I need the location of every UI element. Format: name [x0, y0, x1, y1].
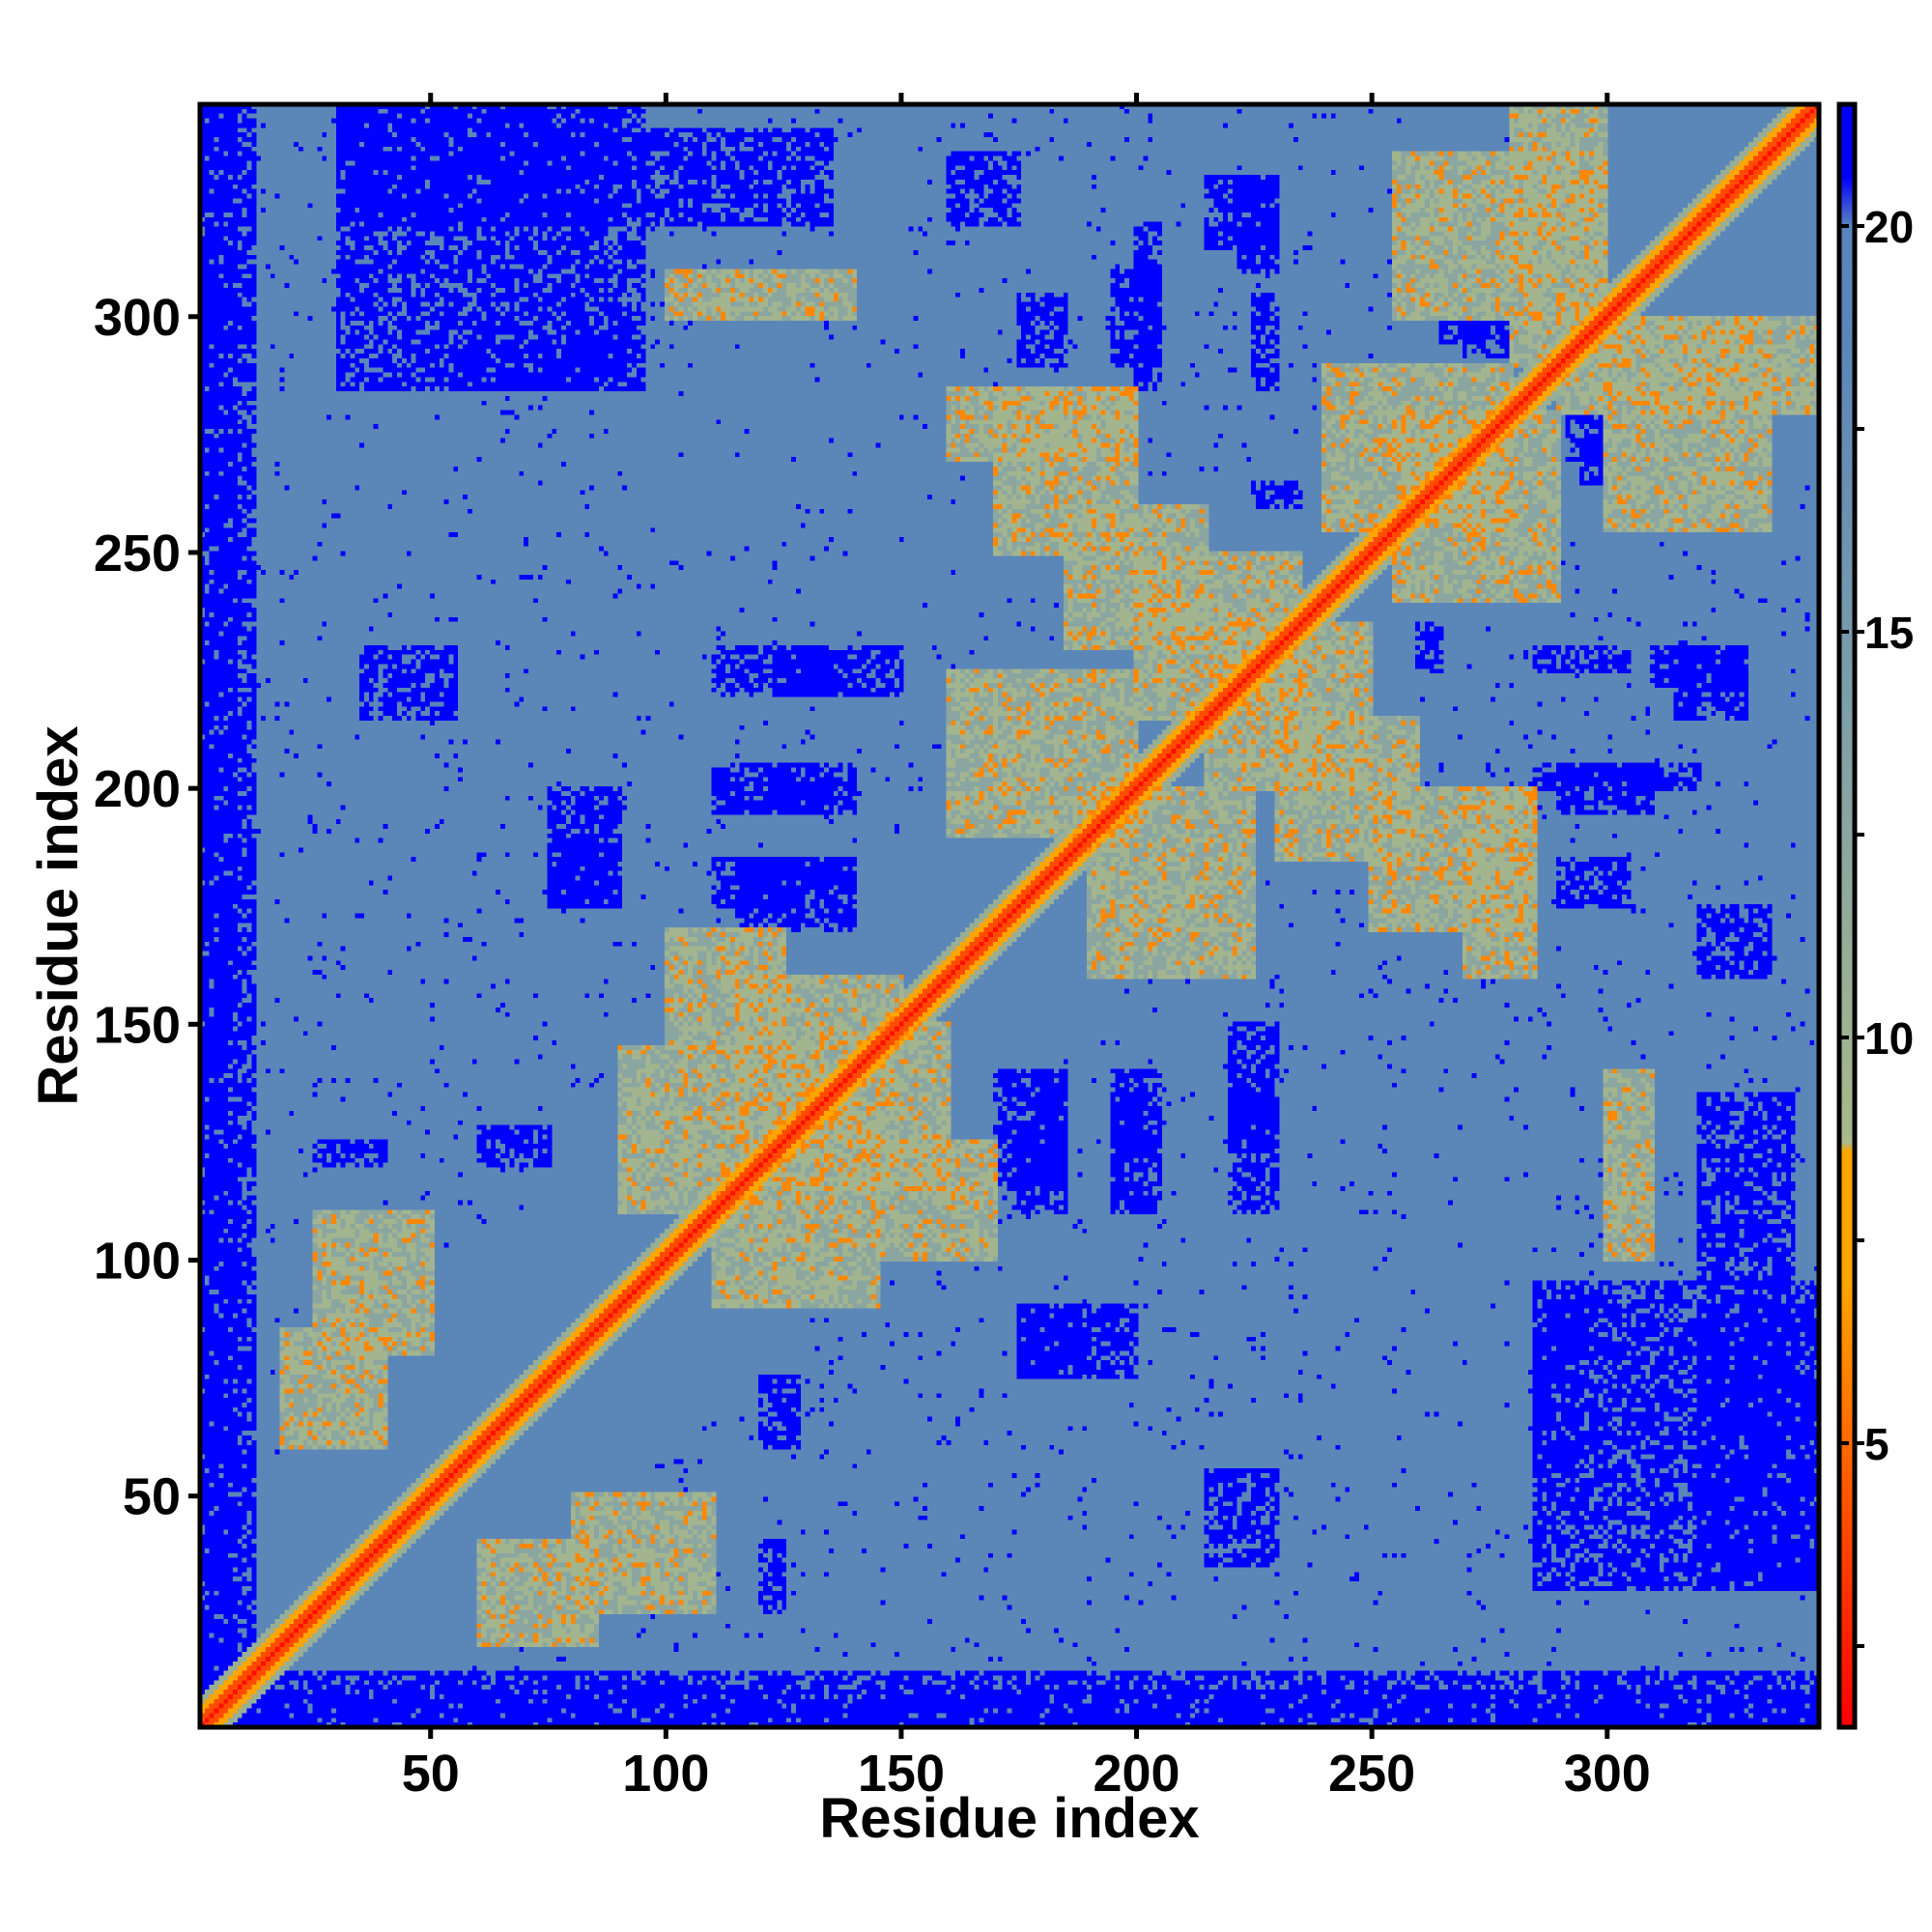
x-axis: 50 100 150 200 250 300 — [402, 93, 1651, 1803]
colorbar-tick-label: 10 — [1864, 1013, 1914, 1064]
x-tick-label: 150 — [858, 1745, 945, 1803]
colorbar-tick-label: 15 — [1864, 608, 1914, 658]
plot-frame — [197, 101, 1822, 1730]
y-tick-label: 100 — [94, 1233, 181, 1291]
x-tick-label: 300 — [1564, 1745, 1651, 1803]
y-tick-label: 300 — [94, 289, 181, 347]
colorbar-tick-label: 20 — [1864, 202, 1914, 252]
colorbar: 5 10 15 20 — [1836, 101, 1914, 1730]
x-tick-label: 200 — [1093, 1745, 1179, 1803]
colorbar-tick-label: 5 — [1864, 1419, 1889, 1469]
colorbar-ticks: 5 10 15 20 — [1839, 202, 1914, 1648]
heatmap-area — [200, 104, 1819, 1727]
y-axis: 50 100 150 200 250 300 — [94, 289, 200, 1526]
y-axis-title: Residue index — [27, 725, 90, 1105]
y-tick-label: 250 — [94, 525, 181, 582]
x-tick-label: 50 — [402, 1745, 460, 1803]
colorbar-frame — [1836, 101, 1858, 1730]
heatmap-image — [200, 104, 1819, 1727]
y-tick-label: 200 — [94, 760, 181, 818]
x-tick-label: 250 — [1328, 1745, 1415, 1803]
y-tick-label: 150 — [94, 996, 181, 1054]
x-axis-title: Residue index — [819, 1787, 1199, 1850]
colorbar-fill — [1839, 104, 1855, 1727]
y-tick-label: 50 — [123, 1468, 181, 1526]
x-tick-label: 100 — [622, 1745, 709, 1803]
